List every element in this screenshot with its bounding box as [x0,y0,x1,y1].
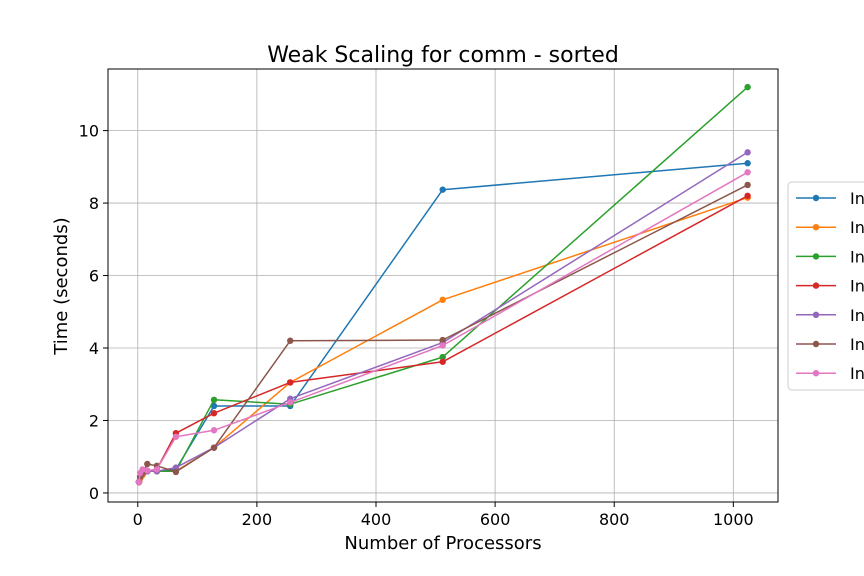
data-point [744,160,751,167]
data-point [172,433,180,440]
x-tick-label: 400 [361,510,392,529]
data-point [139,466,146,473]
x-tick-label: 800 [599,510,630,529]
y-tick-label: 8 [89,194,99,213]
legend-marker [812,311,820,318]
legend-entry: In [796,277,864,296]
y-axis-label: Time (seconds) [51,217,72,355]
data-point [439,186,446,193]
y-tick-label: 0 [89,484,99,503]
data-point [287,399,294,406]
data-point [144,460,151,468]
data-point [287,337,294,344]
legend-entry: In [796,189,864,208]
ticks: 0 200 400 600 800 1000 0 2 4 6 8 10 [79,122,754,529]
data-point [210,396,218,404]
plot-frame [107,68,779,503]
legend-marker [812,282,820,289]
legend-marker [812,370,820,377]
legend-label: In [850,335,864,354]
data-point [153,466,161,473]
data-point [744,192,751,200]
data-point [744,83,751,91]
data-point [439,342,446,349]
data-point [439,353,446,361]
legend: In In In In In In In [787,181,864,391]
data-point [135,478,143,486]
data-point [210,410,218,417]
data-point [744,149,751,156]
legend-marker [812,253,820,260]
chart-title: Weak Scaling for comm - sorted [267,43,619,68]
data-point [744,181,751,189]
data-point [439,336,446,344]
y-tick-label: 4 [89,339,99,358]
data-point [210,402,218,410]
legend-label: In [850,306,864,325]
x-tick-label: 600 [480,510,511,529]
series-7 [135,169,751,486]
legend-label: In [850,189,864,208]
x-axis-label: Number of Processors [344,533,541,554]
data-point [144,467,151,474]
legend-entry: In [796,218,864,237]
legend-entry: In [796,335,864,354]
x-tick-label: 0 [133,510,143,529]
legend-label: In [850,218,864,237]
data-point [210,427,218,434]
legend-label: In [850,364,864,383]
x-tick-label: 200 [242,510,273,529]
legend-marker [812,340,820,348]
data-point [172,468,180,476]
y-tick-label: 6 [89,267,99,286]
legend-label: In [850,247,864,266]
data-point [439,358,446,365]
data-point [210,444,218,451]
y-tick-label: 10 [79,122,99,141]
series-layer [135,83,751,486]
legend-marker [812,224,820,231]
data-point [744,169,751,176]
x-tick-label: 1000 [713,510,754,529]
data-point [439,296,446,304]
legend-entry: In [796,247,864,266]
y-tick-label: 2 [89,411,99,430]
legend-entry: In [796,306,864,325]
legend-label: In [850,277,864,296]
legend-marker [812,194,820,202]
legend-entry: In [796,364,864,383]
data-point [287,379,294,386]
